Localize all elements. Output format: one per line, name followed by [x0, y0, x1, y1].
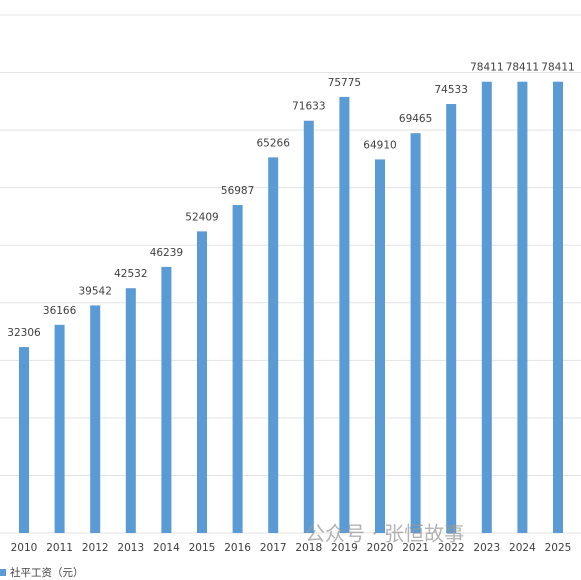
data-label: 69465 [399, 113, 432, 125]
bar [517, 81, 528, 533]
data-label: 71633 [292, 101, 325, 113]
bar [375, 159, 385, 533]
x-tick-label: 2010 [11, 542, 38, 554]
data-label: 78411 [506, 62, 539, 74]
x-tick-label: 2015 [189, 542, 216, 554]
bar [339, 96, 350, 534]
x-tick-label: 2022 [438, 542, 465, 554]
data-label: 36166 [43, 305, 77, 317]
data-label: 39542 [78, 285, 111, 297]
bar [19, 347, 29, 533]
data-label: 32306 [7, 327, 41, 339]
x-tick-label: 2024 [509, 542, 536, 554]
x-tick-label: 2018 [295, 542, 322, 554]
x-tick-label: 2021 [402, 542, 429, 554]
bar [197, 231, 207, 533]
data-label: 78411 [541, 62, 574, 74]
bar [54, 324, 65, 533]
bar [268, 157, 279, 533]
data-label: 56987 [221, 185, 254, 197]
x-tick-label: 2020 [367, 542, 394, 554]
bar [90, 305, 101, 533]
data-label: 75775 [328, 77, 361, 89]
data-label: 64910 [363, 139, 396, 151]
x-tick-label: 2013 [117, 542, 144, 554]
x-tick-label: 2016 [224, 542, 251, 554]
watermark: 公众号 · 张恒故事 [305, 522, 464, 546]
data-label: 46239 [150, 247, 183, 259]
data-label: 65266 [256, 137, 290, 149]
bar [303, 120, 314, 534]
legend-label: 社平工资（元） [10, 566, 84, 579]
data-label: 78411 [470, 62, 503, 74]
data-label: 74533 [434, 84, 467, 96]
bar [481, 81, 492, 533]
bar [161, 266, 172, 533]
bar [232, 205, 243, 533]
x-tick-label: 2012 [82, 542, 109, 554]
legend-swatch [0, 569, 6, 576]
data-label: 52409 [185, 211, 218, 223]
x-tick-label: 2011 [46, 542, 73, 554]
x-tick-label: 2019 [331, 542, 358, 554]
bar [553, 81, 563, 533]
bar [410, 133, 421, 533]
x-tick-label: 2023 [473, 542, 500, 554]
bar [446, 104, 457, 533]
data-label: 42532 [114, 268, 147, 280]
x-tick-label: 2025 [545, 542, 572, 554]
x-tick-label: 2014 [153, 542, 180, 554]
bar [125, 288, 136, 533]
x-tick-label: 2017 [260, 542, 287, 554]
